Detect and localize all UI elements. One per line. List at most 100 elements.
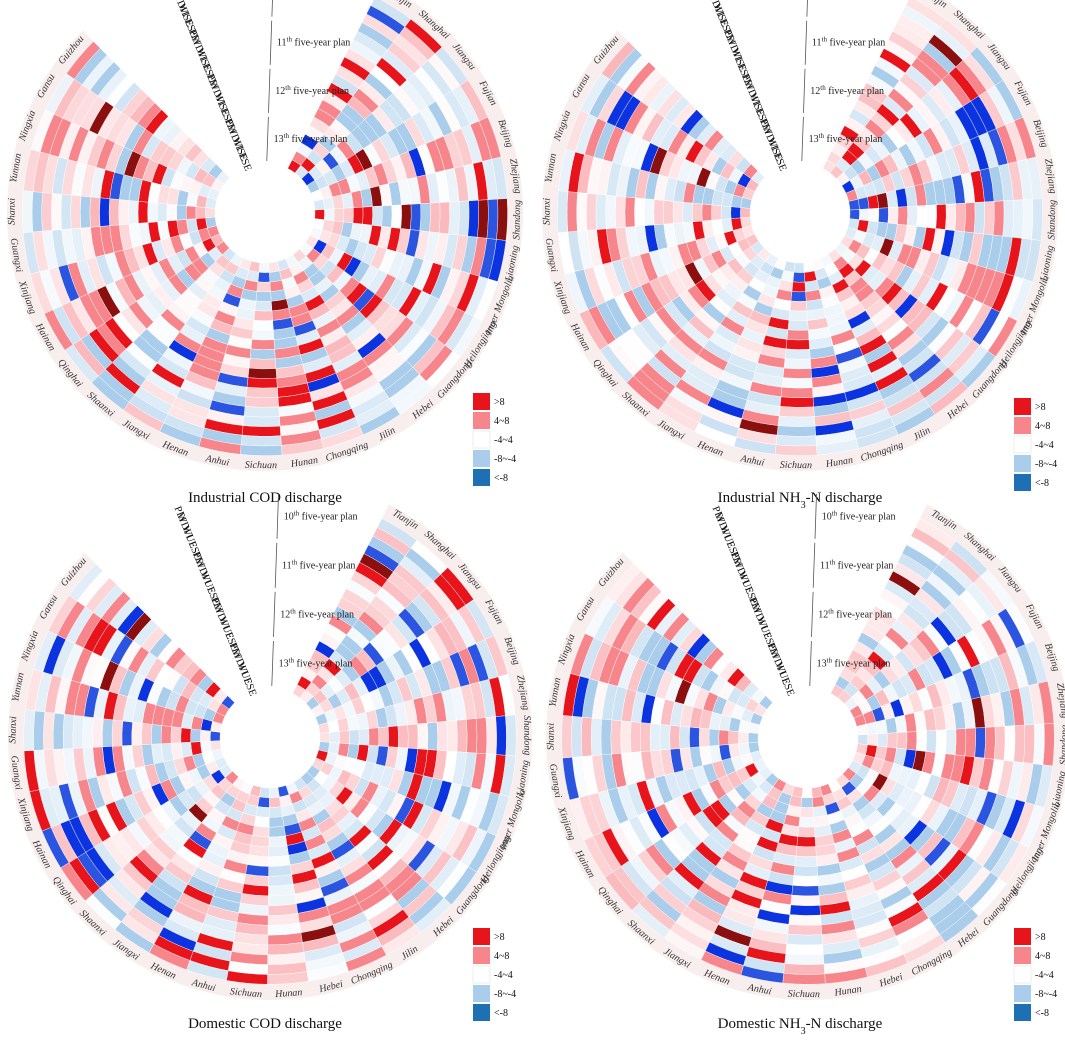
heat-cell <box>141 723 153 745</box>
heat-cell <box>964 727 976 758</box>
heat-cell <box>343 207 354 224</box>
legend-label: >8 <box>1035 402 1046 413</box>
heat-cell <box>248 358 277 370</box>
heat-cell <box>649 723 661 752</box>
heat-cell <box>711 204 722 221</box>
ring-index-label: UE <box>220 624 235 641</box>
legend-swatch <box>1014 985 1031 1002</box>
heat-cell <box>268 845 289 857</box>
heat-cell <box>954 728 967 757</box>
heat-cell <box>789 904 821 916</box>
ring-index-label: WI <box>235 661 250 678</box>
legend-label: -8~-4 <box>494 454 516 465</box>
heat-cell <box>137 201 149 224</box>
heat-cell <box>935 204 947 230</box>
heat-cell <box>630 721 642 753</box>
legend-swatch <box>473 1004 490 1021</box>
heat-cell <box>792 875 819 887</box>
heat-cell <box>485 716 497 755</box>
plan-label: 11th five-year plan <box>812 36 885 49</box>
heat-cell <box>945 203 957 231</box>
ring-index-label: UE <box>238 669 253 686</box>
heat-cell <box>786 933 823 946</box>
province-label: Guangxi <box>8 755 24 791</box>
plan-label: 12th five-year plan <box>275 84 349 97</box>
heat-cell <box>790 894 821 906</box>
legend-swatch <box>473 450 490 467</box>
heat-cell <box>718 729 730 746</box>
province-label: Anhui <box>204 453 231 469</box>
heat-cell <box>240 434 282 447</box>
heat-cell <box>659 724 671 751</box>
heat-cell <box>566 191 578 233</box>
heat-cell <box>252 319 274 331</box>
heat-cell <box>653 199 665 226</box>
heat-cell <box>1042 723 1055 767</box>
heat-cell <box>571 716 583 758</box>
heat-cell <box>257 272 271 283</box>
legend-swatch <box>473 928 490 945</box>
plan-bracket <box>809 640 812 687</box>
plan-bracket <box>801 116 804 162</box>
chart-title: Industrial COD discharge <box>188 490 342 506</box>
heat-cell <box>246 377 278 389</box>
heat-cell <box>253 815 270 828</box>
heat-cell <box>496 198 508 241</box>
heat-cell <box>268 864 292 877</box>
plan-bracket <box>814 493 817 539</box>
heat-cell <box>387 725 399 748</box>
heat-cell <box>730 206 741 219</box>
heat-cell <box>268 270 282 283</box>
heat-cell <box>43 711 55 751</box>
plan-label: 10th five-year plan <box>284 509 358 522</box>
heat-cell <box>896 731 908 750</box>
heat-cell <box>348 729 360 745</box>
ring-index-label: WI <box>747 91 762 108</box>
heat-cell <box>1002 200 1014 238</box>
heat-cell <box>397 724 409 749</box>
legend-label: 4~8 <box>494 951 509 962</box>
plan-bracket <box>266 116 269 162</box>
plan-label: 11th five-year plan <box>282 558 355 571</box>
heat-cell <box>776 425 816 437</box>
heat-cell <box>268 816 285 828</box>
plan-bracket <box>803 68 806 113</box>
heat-cell <box>268 835 288 848</box>
heat-cell <box>797 826 816 838</box>
heat-cell <box>785 339 810 350</box>
heat-cell <box>1032 723 1045 766</box>
ring-index-label: ISE <box>197 55 213 74</box>
heat-cell <box>467 200 479 238</box>
heat-cell <box>190 741 203 756</box>
heat-cell <box>794 855 818 867</box>
heat-cell <box>601 41 636 80</box>
heat-cell <box>249 348 276 360</box>
heat-cell <box>954 202 966 233</box>
province-label: Hunan <box>824 455 854 470</box>
heat-cell <box>255 806 270 818</box>
legend-swatch <box>1013 435 1032 454</box>
heat-cell <box>333 208 345 223</box>
legend-label: >8 <box>494 397 505 408</box>
heat-cell <box>1031 198 1043 241</box>
heat-cell <box>1003 725 1016 762</box>
plan-label: 11th five-year plan <box>277 36 350 49</box>
heat-cell <box>561 715 573 759</box>
heat-cell <box>250 835 270 848</box>
heat-cell <box>643 198 655 226</box>
heat-cell <box>777 415 816 427</box>
heat-cell <box>790 291 807 302</box>
heat-cell <box>663 200 674 225</box>
legend-swatch <box>472 965 491 984</box>
plan-label: 10th five-year plan <box>814 0 888 1</box>
ring-index-label: UE <box>183 533 198 550</box>
heat-cell <box>800 797 814 808</box>
heat-cell <box>79 195 91 229</box>
heat-cell <box>783 358 812 370</box>
heat-cell <box>176 204 187 221</box>
heat-cell <box>867 733 878 747</box>
ring-index-label: UE <box>201 578 216 595</box>
heat-cell <box>245 387 279 398</box>
heat-cell <box>906 205 918 227</box>
heat-cell <box>429 202 441 234</box>
